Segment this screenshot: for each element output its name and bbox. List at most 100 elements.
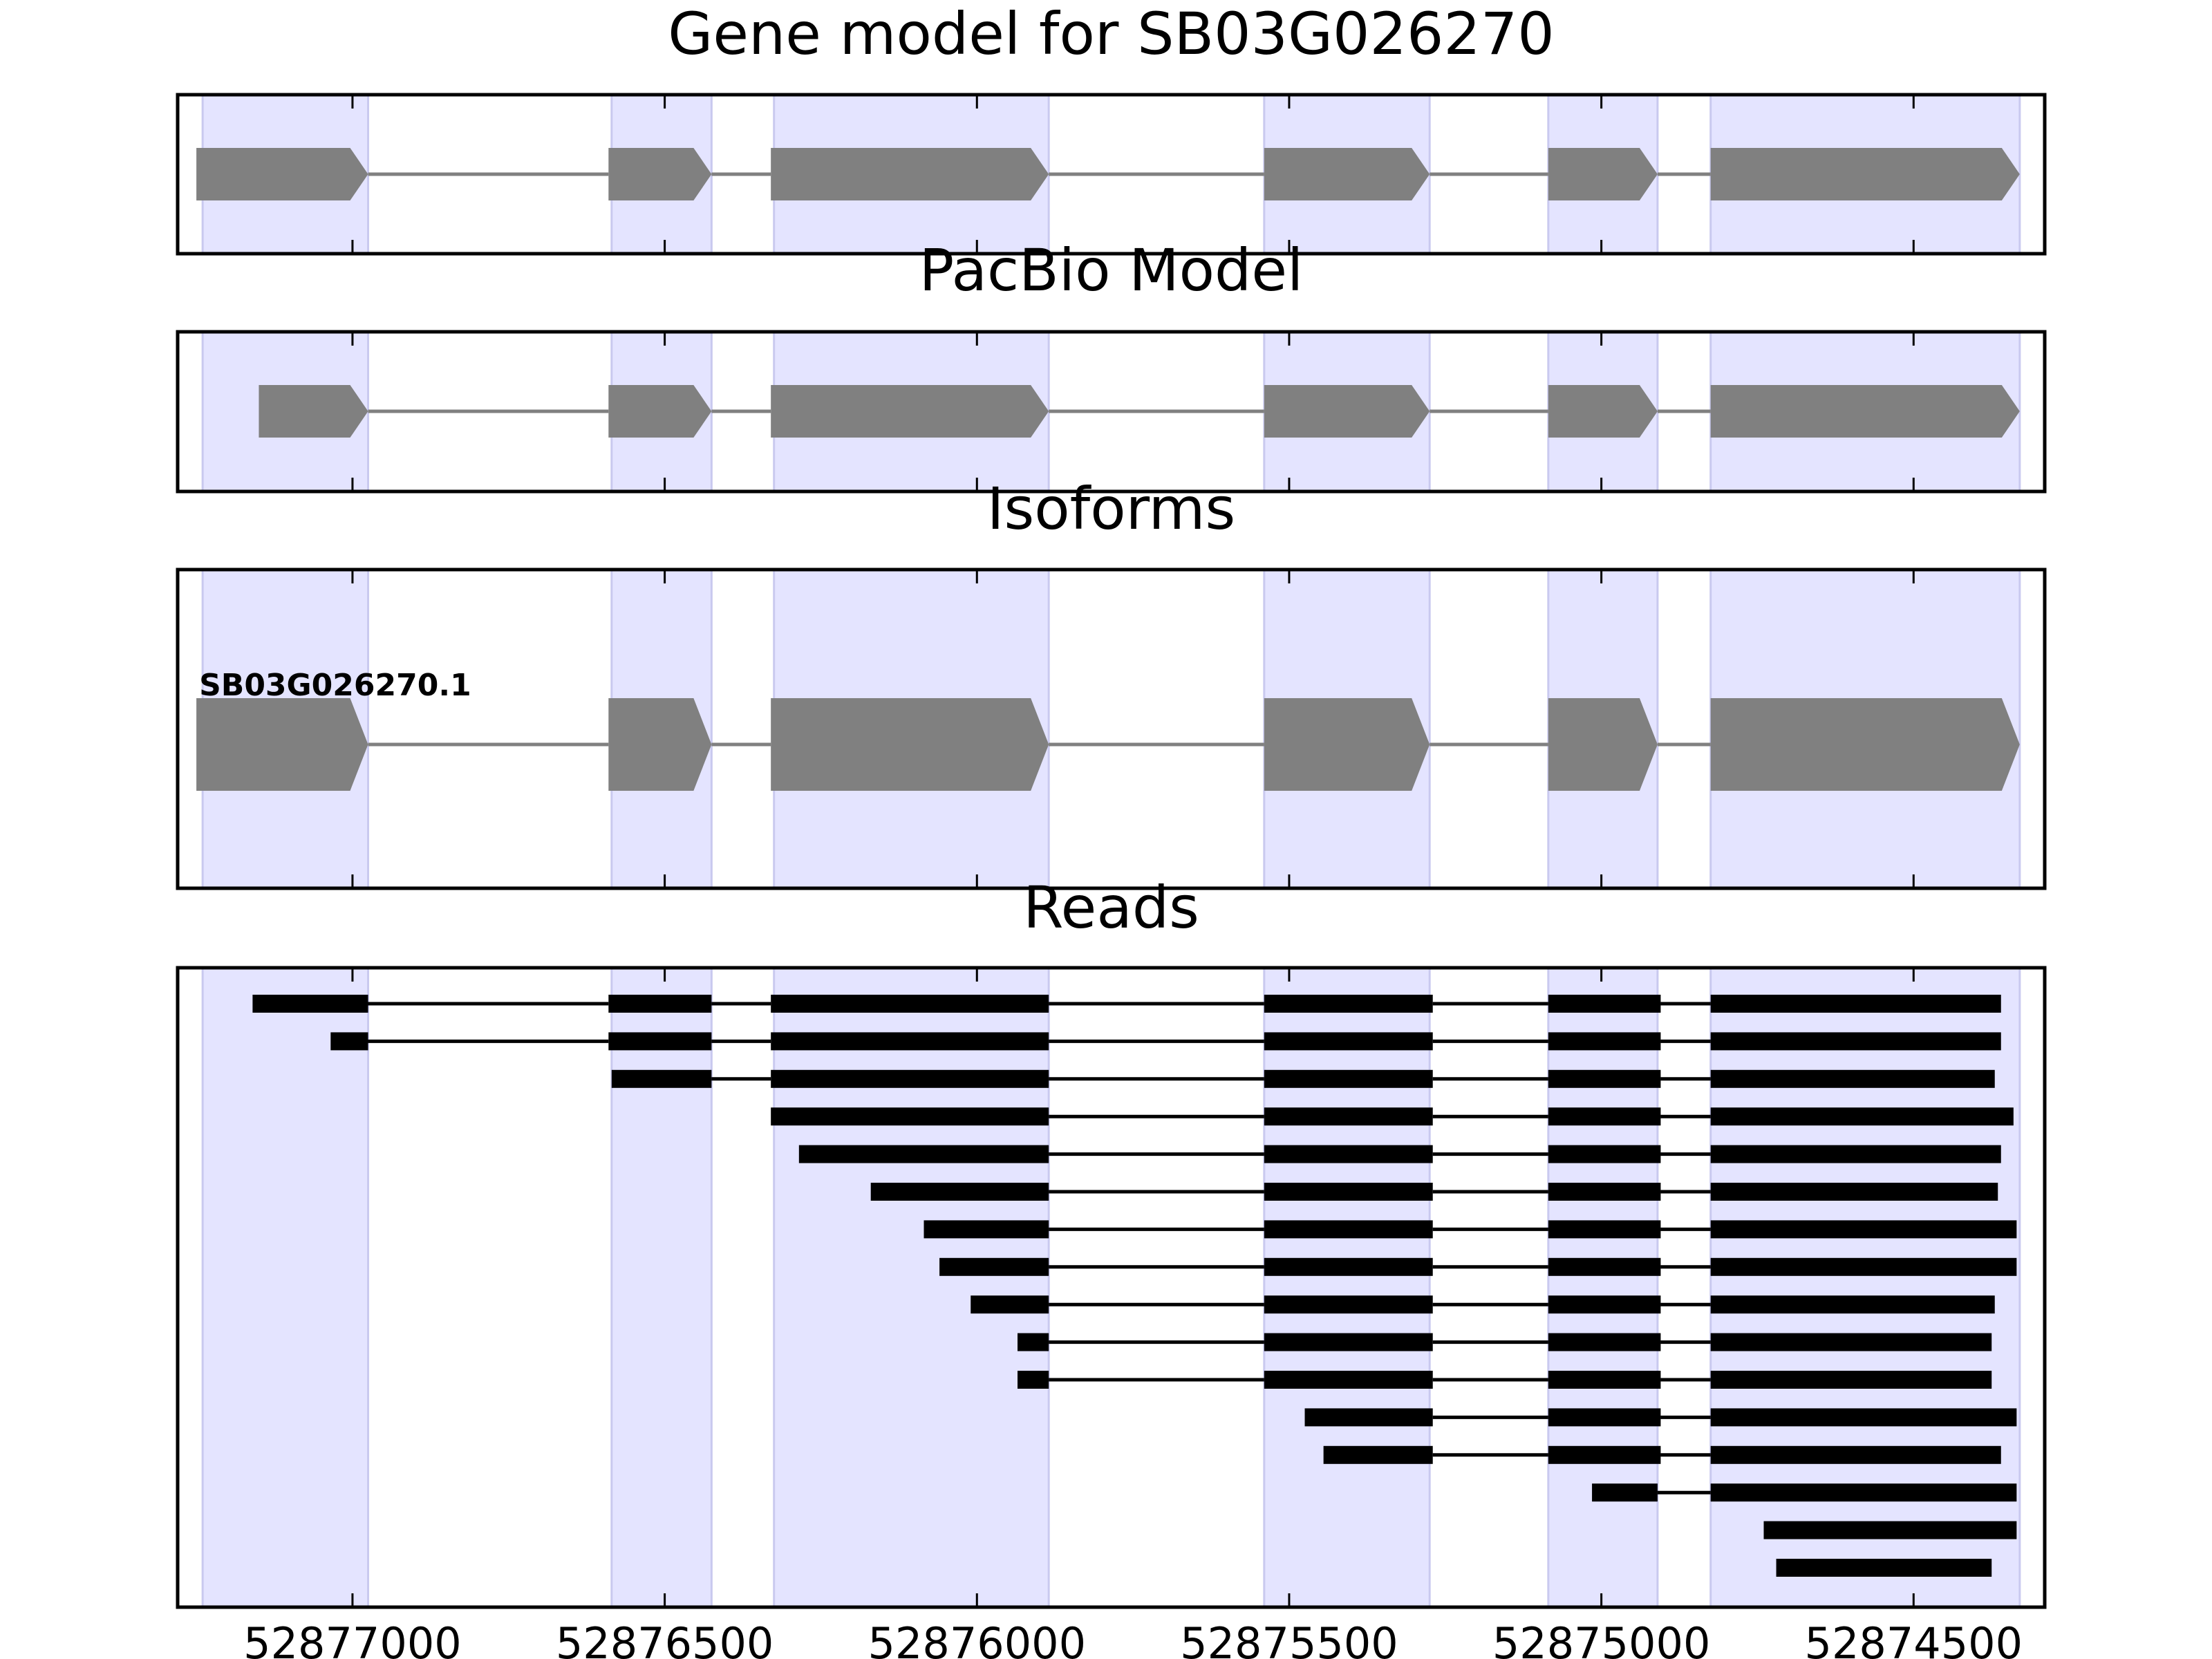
read-block [1548, 1333, 1661, 1351]
read-row [771, 1107, 2014, 1126]
read-block [1548, 1145, 1661, 1163]
read-block [1304, 1408, 1433, 1427]
read-row [870, 1183, 1998, 1201]
read-block [1548, 1445, 1661, 1464]
panel-1: Gene model for SB03G026270 [176, 0, 2047, 256]
read-block [1710, 1371, 1992, 1389]
read-block [1710, 1295, 1995, 1314]
exon-block [608, 148, 712, 200]
read-block [1710, 1145, 2001, 1163]
read-block [1264, 1333, 1433, 1351]
read-block [1264, 1257, 1433, 1276]
panel-4: Reads [176, 874, 2047, 1609]
read-block [1763, 1521, 2017, 1539]
read-row [1592, 1483, 2017, 1502]
read-block [1710, 1069, 1995, 1088]
panel-title: Isoforms [987, 475, 1236, 543]
read-block [1710, 1107, 2014, 1126]
read-row [924, 1220, 2017, 1239]
exon-block [1548, 148, 1658, 200]
read-block [771, 995, 1049, 1013]
panel-3: Isoforms SB03G026270.1 [176, 475, 2047, 890]
read-row [611, 1069, 1995, 1088]
read-block [252, 995, 368, 1013]
exon-block [608, 385, 712, 438]
read-block [771, 1032, 1049, 1051]
panel-2: PacBio Model [176, 236, 2047, 494]
read-block [1548, 1107, 1661, 1126]
read-block [1548, 995, 1661, 1013]
axes-frame [176, 93, 2047, 256]
read-block [1264, 1145, 1433, 1163]
panel-title: Reads [1023, 874, 1199, 941]
exon-block [771, 698, 1049, 791]
exon-block [1710, 385, 2020, 438]
exon-block [1548, 385, 1658, 438]
read-row [1323, 1445, 2001, 1464]
exon-block [1710, 148, 2020, 200]
read-block [1710, 1333, 1992, 1351]
exon-region [1709, 966, 2021, 1609]
exon-block [1710, 698, 2020, 791]
exon-block [771, 385, 1049, 438]
read-row [1017, 1333, 1992, 1351]
read-block [1548, 1295, 1661, 1314]
read-block [798, 1145, 1049, 1163]
read-block [1548, 1408, 1661, 1427]
read-block [1710, 995, 2001, 1013]
read-block [1017, 1333, 1049, 1351]
read-row [1017, 1371, 1992, 1389]
read-block [924, 1220, 1049, 1239]
read-block [1710, 1445, 2001, 1464]
read-block [771, 1069, 1049, 1088]
exon-region [201, 966, 370, 1609]
read-block [1710, 1257, 2017, 1276]
read-block [870, 1183, 1049, 1201]
read-block [1548, 1183, 1661, 1201]
exon-block [1264, 148, 1430, 200]
read-block [611, 1069, 712, 1088]
panel-title: PacBio Model [919, 236, 1304, 304]
exon-block [1264, 385, 1430, 438]
x-tick-label: 52876000 [868, 1618, 1086, 1659]
read-row [330, 1032, 2001, 1051]
exon-region [610, 966, 713, 1609]
read-block [1264, 1295, 1433, 1314]
read-block [1548, 1371, 1661, 1389]
read-block [1710, 1408, 2017, 1427]
panel-title: Gene model for SB03G026270 [668, 0, 1554, 68]
read-block [1592, 1483, 1658, 1502]
read-block [1323, 1445, 1433, 1464]
x-tick-label: 52874500 [1805, 1618, 2023, 1659]
read-block [1264, 1069, 1433, 1088]
read-row [1763, 1521, 2017, 1539]
read-block [1264, 1183, 1433, 1201]
read-row [1776, 1559, 1992, 1577]
read-block [1548, 1220, 1661, 1239]
x-tick-label: 52875500 [1180, 1618, 1398, 1659]
read-block [1710, 1483, 2017, 1502]
read-row [1304, 1408, 2017, 1427]
read-block [1710, 1220, 2017, 1239]
exon-region [773, 966, 1050, 1609]
read-block [1548, 1032, 1661, 1051]
read-block [1710, 1183, 1998, 1201]
exon-block [771, 148, 1049, 200]
axes-frame [176, 568, 2047, 890]
read-block [1264, 1220, 1433, 1239]
x-tick-label: 52877000 [243, 1618, 462, 1659]
read-block [1548, 1257, 1661, 1276]
read-row [971, 1295, 1995, 1314]
axes-frame [176, 966, 2047, 1609]
exon-region [1547, 966, 1659, 1609]
axes-frame [176, 330, 2047, 494]
exon-block [608, 698, 712, 791]
x-tick-label: 52876500 [556, 1618, 774, 1659]
read-block [1264, 995, 1433, 1013]
read-block [771, 1107, 1049, 1126]
read-block [1017, 1371, 1049, 1389]
isoform-label: SB03G026270.1 [199, 668, 471, 703]
exon-block [196, 148, 368, 200]
read-block [1776, 1559, 1992, 1577]
read-block [1264, 1371, 1433, 1389]
